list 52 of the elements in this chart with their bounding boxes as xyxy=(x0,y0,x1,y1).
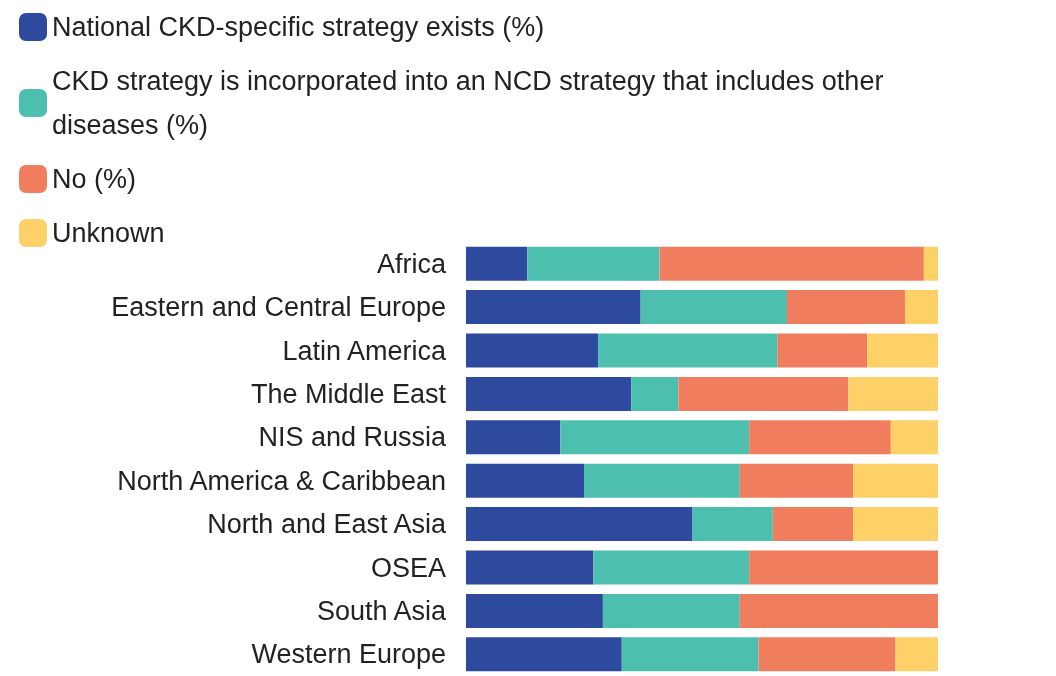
legend-label: National CKD-specific strategy exists (%) xyxy=(52,12,545,42)
bar xyxy=(584,463,740,498)
y-tick-label: Latin America xyxy=(282,335,447,366)
bar xyxy=(466,550,594,585)
bar xyxy=(466,593,603,628)
y-tick-label: Western Europe xyxy=(251,639,446,670)
bar xyxy=(466,507,693,542)
bar xyxy=(739,593,938,628)
bar xyxy=(739,463,854,498)
bar xyxy=(895,637,938,672)
bar xyxy=(904,290,938,325)
y-tick-label: South Asia xyxy=(316,595,447,626)
bar xyxy=(527,246,660,281)
bar xyxy=(466,246,528,281)
bar xyxy=(786,290,905,325)
bar xyxy=(466,637,622,672)
bar xyxy=(466,463,584,498)
bar xyxy=(678,376,849,411)
bar xyxy=(890,420,938,455)
bar xyxy=(772,507,854,542)
bar xyxy=(758,637,896,672)
bar xyxy=(692,507,773,542)
bar xyxy=(466,333,599,368)
bar xyxy=(640,290,787,325)
y-tick-label: OSEA xyxy=(370,552,446,583)
bar xyxy=(598,333,778,368)
y-tick-label: NIS and Russia xyxy=(258,422,447,453)
legend-label: CKD strategy is incorporated into an NCD strategy that includes other diseases (%) xyxy=(52,66,891,140)
bar xyxy=(853,463,938,498)
legend-label: No (%) xyxy=(52,164,137,194)
bar xyxy=(659,246,924,281)
y-tick-label: Africa xyxy=(376,248,447,279)
y-tick-label: North America & Caribbean xyxy=(117,465,446,496)
y-tick-label: North and East Asia xyxy=(207,509,447,540)
bar xyxy=(749,420,891,455)
y-tick-label: Eastern and Central Europe xyxy=(111,292,446,323)
bar xyxy=(923,246,938,281)
bar xyxy=(560,420,750,455)
bar xyxy=(777,333,868,368)
y-tick-label: The Middle East xyxy=(250,378,447,409)
bar xyxy=(593,550,750,585)
bar xyxy=(749,550,938,585)
bar xyxy=(631,376,679,411)
bar xyxy=(466,290,641,325)
bar xyxy=(602,593,740,628)
legend-label: Unknown xyxy=(52,218,165,248)
bar xyxy=(621,637,759,672)
bar xyxy=(466,376,632,411)
bar xyxy=(466,420,561,455)
bar xyxy=(848,376,938,411)
bar xyxy=(853,507,938,542)
bar xyxy=(867,333,938,368)
